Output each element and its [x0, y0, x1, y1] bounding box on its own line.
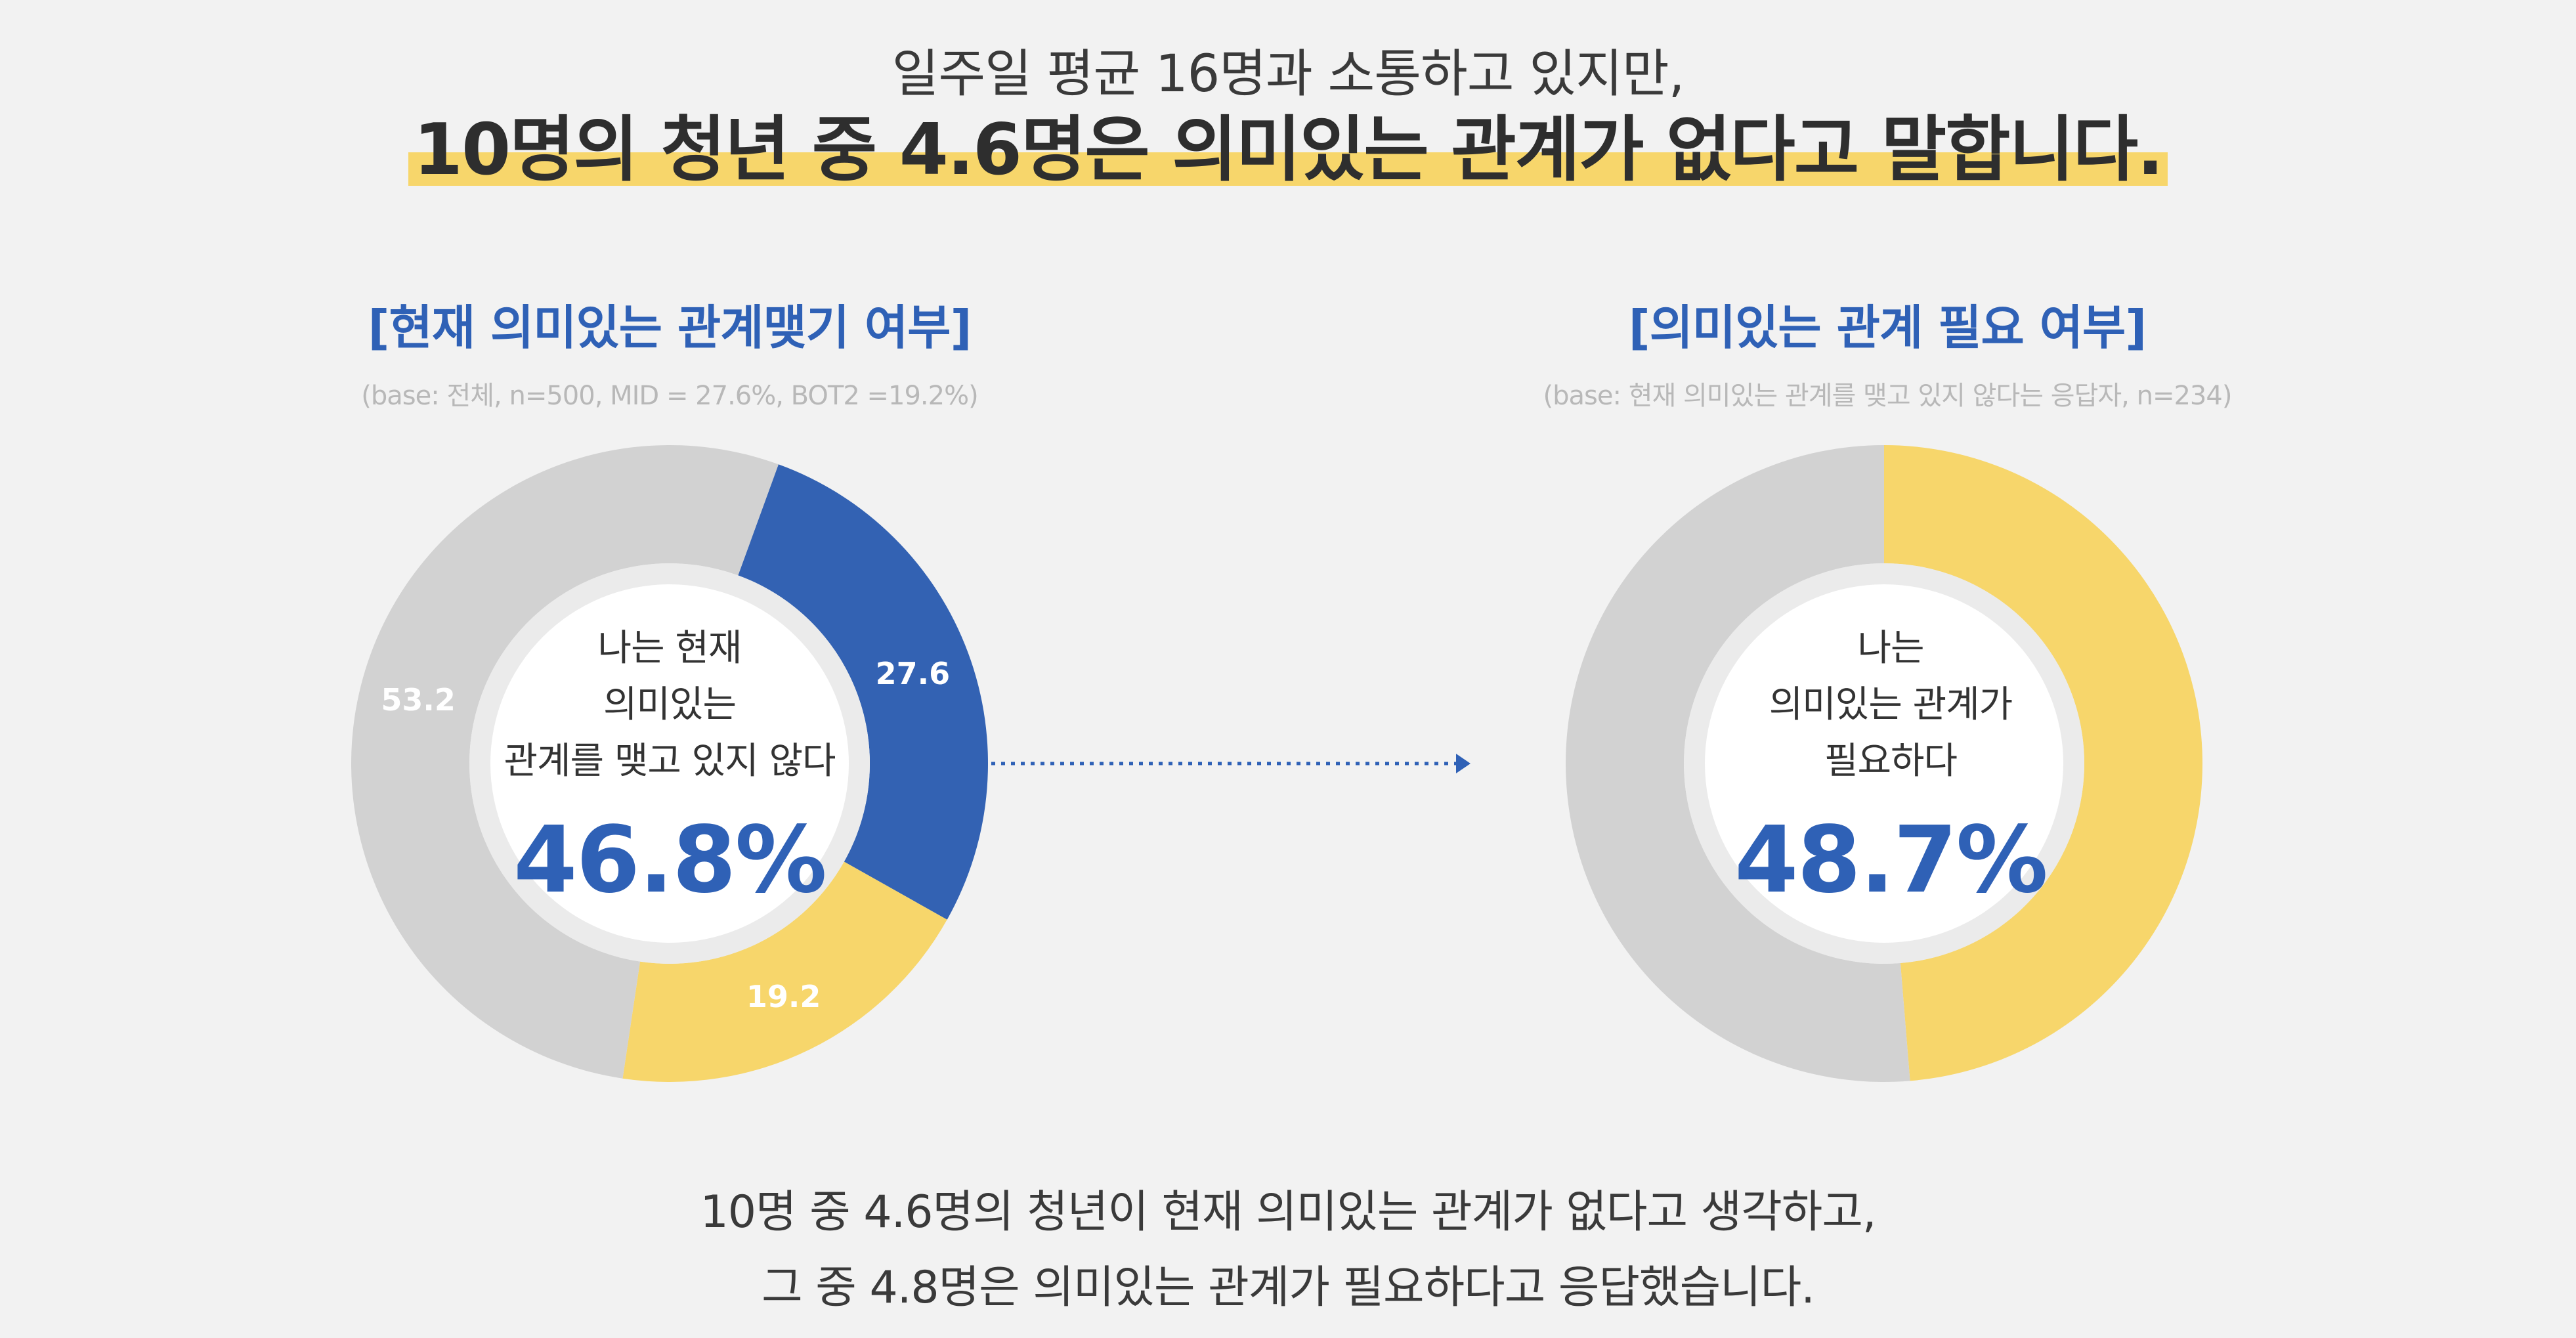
- left-center-percentage: 46.8%: [513, 807, 827, 914]
- headline-container: 10명의 청년 중 4.6명은 의미있는 관계가 없다고 말합니다.: [0, 111, 2576, 190]
- page-subtitle: 일주일 평균 16명과 소통하고 있지만,: [891, 45, 1685, 104]
- left-donut-slice-0: [738, 464, 988, 920]
- right-chart-base-note: (base: 현재 의미있는 관계를 맺고 있지 않다는 응답자, n=234): [1543, 381, 2233, 411]
- right-center-line-1: 나는: [1857, 627, 1924, 670]
- right-center-line-2: 의미있는 관계가: [1769, 683, 2013, 726]
- right-chart-title: [의미있는 관계 필요 여부]: [1628, 300, 2147, 355]
- left-donut-chart: 27.6 19.2 53.2: [351, 445, 988, 1082]
- page-headline: 10명의 청년 중 4.6명은 의미있는 관계가 없다고 말합니다.: [408, 111, 2168, 190]
- right-donut-slice-0: [1884, 445, 2203, 1081]
- left-donut-slice-label-2: 53.2: [381, 682, 456, 718]
- left-center-line-1: 나는 현재: [597, 627, 742, 670]
- left-chart-title: [현재 의미있는 관계맺기 여부]: [368, 300, 972, 355]
- right-center-line-3: 필요하다: [1824, 740, 1958, 783]
- left-donut-slice-label-1: 19.2: [746, 979, 821, 1014]
- left-donut-inner-disc: [490, 584, 849, 943]
- right-donut-chart: [1566, 445, 2203, 1082]
- left-center-line-2: 의미있는: [603, 683, 737, 726]
- left-donut-slice-1: [622, 861, 947, 1082]
- arrow-head-icon: [1456, 754, 1470, 773]
- left-donut-slice-label-0: 27.6: [876, 656, 951, 691]
- right-donut-inner-disc: [1705, 584, 2063, 943]
- connector-arrow: [991, 754, 1470, 773]
- right-donut-center: 나는 의미있는 관계가 필요하다 48.7%: [1684, 620, 2097, 914]
- left-chart-base-note: (base: 전체, n=500, MID = 27.6%, BOT2 =19.…: [361, 381, 978, 411]
- left-donut-center: 나는 현재 의미있는 관계를 맺고 있지 않다 46.8%: [463, 620, 876, 914]
- left-center-line-3: 관계를 맺고 있지 않다: [504, 740, 836, 783]
- footer-line-1: 10명 중 4.6명의 청년이 현재 의미있는 관계가 없다고 생각하고,: [700, 1186, 1876, 1238]
- left-donut-slice-2: [351, 445, 779, 1079]
- footer-line-2: 그 중 4.8명은 의미있는 관계가 필요하다고 응답했습니다.: [762, 1262, 1815, 1314]
- right-donut-slice-1: [1566, 445, 1910, 1082]
- right-center-percentage: 48.7%: [1734, 807, 2048, 914]
